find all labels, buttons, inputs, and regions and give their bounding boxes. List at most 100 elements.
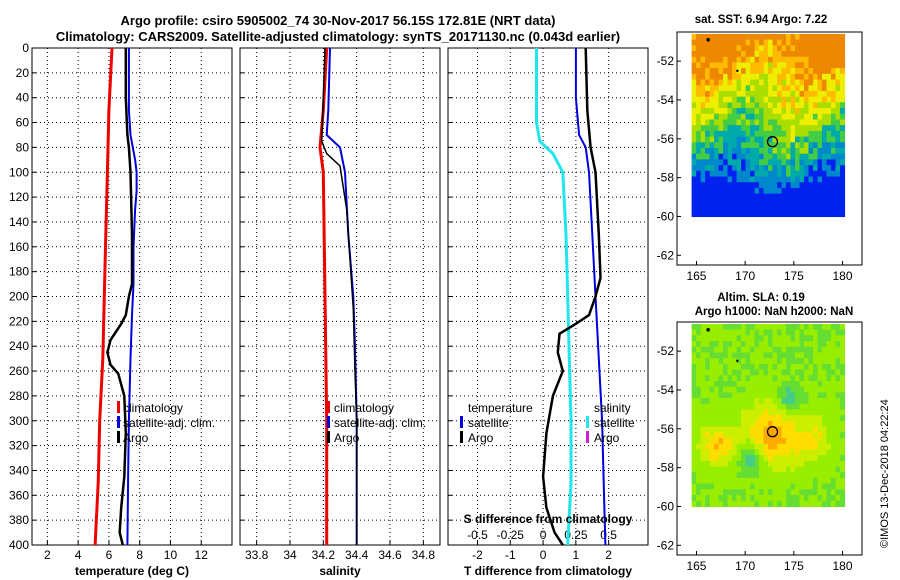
map-cell [786,125,792,132]
map-cell [786,449,792,456]
map-cell [821,483,828,490]
map-cell [732,210,738,218]
map-cell [709,113,715,121]
map-cell [830,352,837,359]
map-cell [705,136,711,143]
map-cell [700,438,706,445]
map-cell [723,426,729,433]
map-cell [772,130,778,138]
map-cell [799,119,805,126]
map-cell [799,335,805,342]
map-cell [781,199,787,206]
map-cell [745,363,751,371]
map-cell [777,472,783,479]
map-cell [835,477,841,485]
map-cell [745,119,751,126]
map-cell [714,335,720,342]
map-cell [795,403,801,411]
map-cell [700,96,706,103]
map-cell [781,495,787,502]
map-cell [700,39,706,46]
map-cell [813,113,819,121]
map-cell [705,73,711,81]
map-cell [691,363,697,371]
map-cell [804,130,810,138]
map-cell [732,56,738,64]
map-cell [826,90,832,98]
map-cell [835,176,841,183]
map-cell [835,380,841,388]
x-tick-label: 1 [573,548,580,562]
map-cell [830,426,837,433]
map-cell [727,148,733,155]
map-cell [736,56,742,64]
map-cell [790,62,796,69]
map-cell [768,375,774,382]
map-cell [763,39,769,46]
map-cell [772,375,778,382]
map-cell [754,341,760,348]
map-cell [808,443,814,451]
map-cell [821,142,828,149]
map-cell [826,187,832,195]
map-cell [705,460,711,468]
map-cell [772,153,778,161]
map-cell [813,187,819,195]
map-cell [745,335,751,342]
map-cell [777,68,783,75]
map-cell [759,477,765,485]
map-cell [804,500,810,508]
map-cell [723,432,729,439]
map-cell [714,409,720,416]
map-cell [705,358,711,365]
map-cell [826,56,832,64]
map-cell [839,85,846,92]
map-cell [772,346,778,354]
y-tick-label: 220 [9,314,29,328]
x2-tick-label: -0.5 [467,528,488,542]
map-cell [808,392,814,399]
map-cell [736,113,742,121]
map-cell [750,119,756,126]
map-cell [777,108,783,115]
map-cell [768,346,774,354]
map-cell [777,45,783,52]
map-cell [736,85,742,92]
map-cell [741,489,747,496]
map-cell [718,369,724,376]
y-tick-label: 60 [16,116,30,130]
y-tick-label: 160 [9,240,29,254]
map-cell [821,403,828,411]
map-cell [808,187,814,195]
map-cell [727,85,733,92]
map-cell [714,96,720,103]
map-cell [830,153,837,161]
map-cell [768,199,774,206]
map-cell [835,420,841,428]
map-cell [790,460,796,468]
map-cell [723,403,729,411]
map-cell [804,210,810,218]
map-cell [799,500,805,508]
map-cell [700,68,706,75]
map-cell [763,96,769,103]
map-cell [808,455,814,462]
map-cell [709,489,715,496]
map-cell [786,159,792,166]
map-cell [839,341,846,348]
map-cell [741,352,747,359]
map-cell [821,79,828,86]
map-cell [835,85,841,92]
map-cell [830,438,837,445]
map-cell [696,489,702,496]
map-cell [732,403,738,411]
map-cell [808,102,814,109]
map-cell [835,386,841,393]
map-cell [732,68,738,75]
map-cell [817,455,823,462]
map-cell [754,380,760,388]
map-cell [799,108,805,115]
map-cell [830,472,837,479]
map-cell [763,409,769,416]
island-dot [706,37,710,42]
